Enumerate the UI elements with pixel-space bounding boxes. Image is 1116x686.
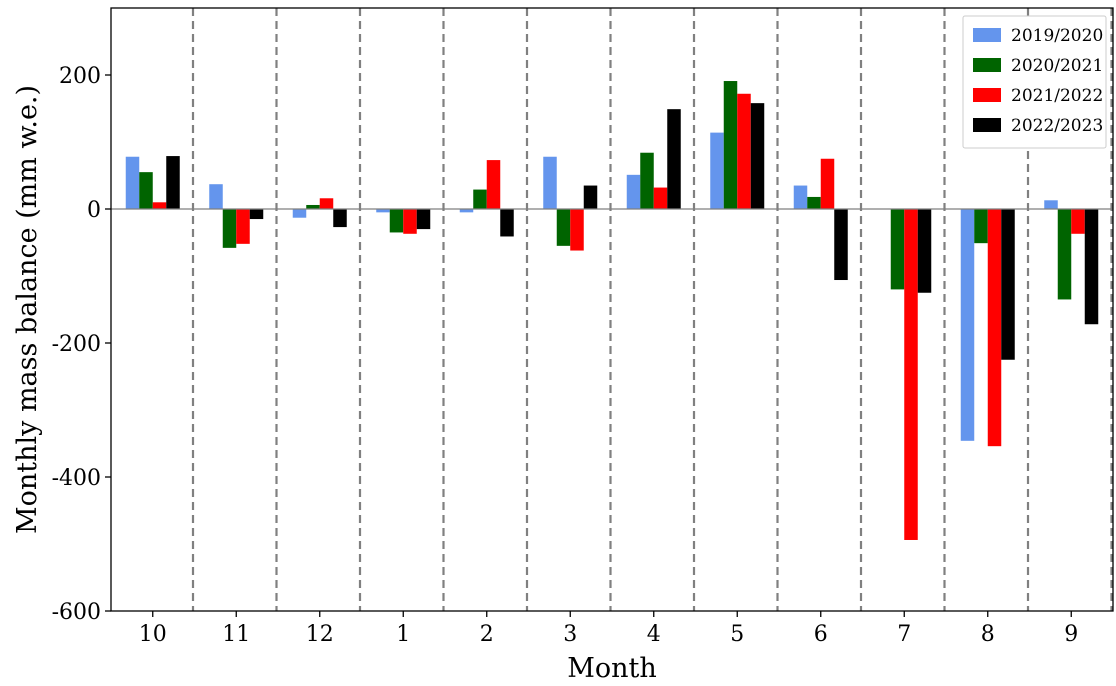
bar-7-s4 <box>917 209 932 293</box>
y-tick-label: -600 <box>52 600 101 625</box>
bar-12-s2 <box>306 204 320 209</box>
bar-3-s4 <box>583 185 598 209</box>
legend-swatch-3 <box>973 88 1001 102</box>
bar-10-s3 <box>152 202 167 209</box>
bar-1-s1 <box>376 209 390 213</box>
y-tick-label: -400 <box>52 466 101 491</box>
bar-4-s2 <box>640 152 654 209</box>
bar-1-s3 <box>403 209 417 234</box>
y-tick-label: 200 <box>59 64 101 89</box>
bar-10-s4 <box>166 156 180 209</box>
bar-2-s3 <box>486 160 501 209</box>
bars-layer <box>125 81 1099 540</box>
legend-box <box>962 15 1107 149</box>
bar-9-s1 <box>1044 200 1058 209</box>
bar-5-s1 <box>710 132 724 209</box>
month-separators <box>191 8 1113 611</box>
bar-11-s4 <box>249 209 264 220</box>
bar-5-s2 <box>723 81 738 209</box>
x-tick-label: 5 <box>730 622 744 647</box>
x-tick-label: 12 <box>306 622 334 647</box>
x-tick-label: 8 <box>981 622 995 647</box>
bar-7-s3 <box>904 209 918 540</box>
legend-swatch-1 <box>973 28 1001 42</box>
bar-12-s3 <box>319 198 334 209</box>
bar-2-s4 <box>500 209 514 237</box>
legend-label-4: 2022/2023 <box>1011 116 1103 136</box>
bar-5-s3 <box>737 93 751 209</box>
plot-frame <box>110 7 1114 612</box>
bar-12-s1 <box>292 209 307 218</box>
bar-11-s2 <box>222 209 237 248</box>
x-tick-label: 1 <box>396 622 410 647</box>
bar-10-s2 <box>139 172 153 209</box>
bar-1-s2 <box>389 209 404 233</box>
bar-7-s2 <box>890 209 905 290</box>
bar-3-s1 <box>543 156 557 209</box>
x-axis: 10 11 12 1 2 3 4 5 6 7 8 9 <box>139 611 1078 647</box>
bar-12-s4 <box>333 209 347 228</box>
bar-4-s4 <box>667 109 681 209</box>
bar-11-s1 <box>209 184 223 209</box>
bar-8-s1 <box>960 209 975 441</box>
legend-label-3: 2021/2022 <box>1011 86 1103 106</box>
legend-label-1: 2019/2020 <box>1011 26 1103 46</box>
bar-4-s1 <box>626 174 641 209</box>
bar-11-s3 <box>236 209 250 244</box>
legend: 2019/2020 2020/2021 2021/2022 2022/2023 <box>962 15 1107 149</box>
legend-swatch-2 <box>973 58 1001 72</box>
bar-6-s2 <box>807 196 821 209</box>
bar-3-s3 <box>570 209 584 251</box>
bar-8-s4 <box>1001 209 1015 360</box>
y-axis: -600 -400 -200 0 200 <box>52 64 111 625</box>
bar-2-s2 <box>473 189 487 209</box>
x-tick-label: 6 <box>814 622 828 647</box>
bar-3-s2 <box>556 209 571 246</box>
bar-10-s1 <box>125 156 140 209</box>
bar-8-s3 <box>987 209 1002 447</box>
x-tick-label: 11 <box>222 622 250 647</box>
x-tick-label: 7 <box>897 622 911 647</box>
bar-9-s4 <box>1084 209 1099 325</box>
bar-1-s4 <box>416 209 431 230</box>
bar-2-s1 <box>459 209 474 213</box>
bar-6-s1 <box>793 185 808 209</box>
bar-8-s2 <box>974 209 988 244</box>
x-tick-label: 3 <box>563 622 577 647</box>
y-axis-label: Monthly mass balance (mm w.e.) <box>12 85 43 534</box>
legend-label-2: 2020/2021 <box>1011 56 1103 76</box>
bar-9-s3 <box>1071 209 1085 234</box>
x-axis-label: Month <box>567 653 657 684</box>
x-tick-label: 10 <box>139 622 167 647</box>
x-tick-label: 2 <box>480 622 494 647</box>
bar-6-s4 <box>834 209 848 281</box>
bar-6-s3 <box>820 158 835 209</box>
bar-5-s4 <box>750 103 765 209</box>
y-tick-label: 0 <box>87 198 101 223</box>
x-tick-label: 9 <box>1064 622 1078 647</box>
bar-4-s3 <box>653 187 668 209</box>
bar-9-s2 <box>1057 209 1072 300</box>
legend-swatch-4 <box>973 118 1001 132</box>
x-tick-label: 4 <box>647 622 661 647</box>
y-tick-label: -200 <box>52 332 101 357</box>
